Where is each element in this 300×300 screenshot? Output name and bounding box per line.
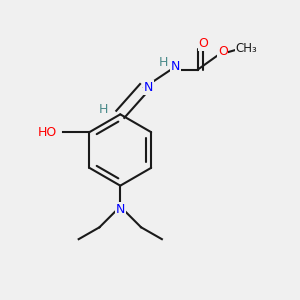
Text: N: N [116, 203, 125, 216]
Text: N: N [171, 60, 180, 73]
Text: O: O [199, 37, 208, 50]
Text: N: N [144, 81, 153, 94]
Text: HO: HO [38, 126, 57, 139]
Text: O: O [218, 45, 228, 58]
Text: H: H [159, 56, 168, 69]
Text: CH₃: CH₃ [236, 42, 257, 56]
Text: H: H [99, 103, 109, 116]
